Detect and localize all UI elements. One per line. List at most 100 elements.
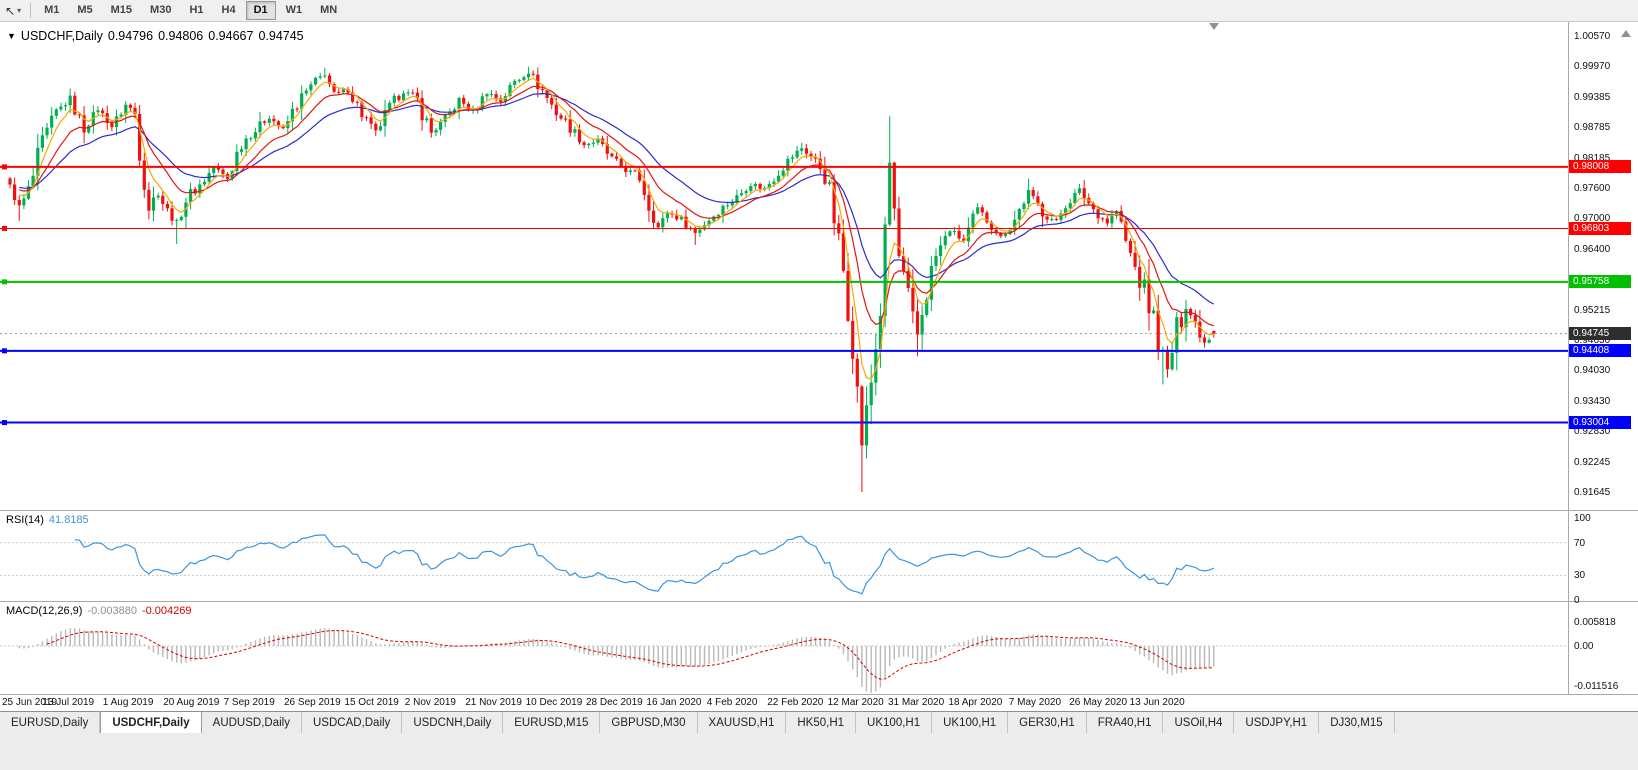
- chart-tab-usdcnh-daily[interactable]: USDCNH,Daily: [402, 712, 504, 733]
- rsi-indicator-label: RSI(14) 41.8185: [6, 514, 94, 526]
- toolbar-separator: [30, 3, 32, 18]
- date-axis-label: 31 Mar 2020: [888, 697, 945, 708]
- price-axis-value: 0.94630: [1574, 335, 1611, 346]
- rsi-axis-value: 0: [1574, 595, 1580, 606]
- rsi-panel-separator[interactable]: [0, 510, 1638, 511]
- date-axis-label: 20 Aug 2019: [163, 697, 220, 708]
- chart-tab-ger30-h1[interactable]: GER30,H1: [1008, 712, 1087, 733]
- price-axis-value: 0.94030: [1574, 365, 1611, 377]
- date-axis-label: 4 Feb 2020: [706, 697, 758, 708]
- price-axis-value: 0.98785: [1574, 122, 1611, 134]
- date-axis-label: 2 Nov 2019: [404, 697, 456, 708]
- macd-axis-value: 0.00: [1574, 641, 1594, 652]
- chart-shift-marker-icon[interactable]: [1209, 23, 1219, 30]
- price-axis-value: 0.92830: [1574, 426, 1611, 438]
- rsi-value: 41.8185: [48, 514, 89, 526]
- timeframe-button-h4[interactable]: H4: [214, 1, 244, 19]
- chart-tab-usdjpy-h1[interactable]: USDJPY,H1: [1234, 712, 1320, 733]
- price-axis-value: 0.97600: [1574, 183, 1611, 194]
- macd-axis-value: -0.011516: [1574, 681, 1619, 692]
- timeframe-buttons-group: M1 M5 M15 M30 H1 H4 D1 W1 MN: [35, 0, 346, 21]
- chart-tab-bar: EURUSD,Daily USDCHF,Daily AUDUSD,Daily USDC…: [0, 711, 1638, 733]
- price-axis-value: 0.91645: [1574, 487, 1611, 498]
- date-axis-separator: [0, 694, 1638, 695]
- status-bar: [0, 733, 1638, 770]
- chart-tab-xauusd-h1[interactable]: XAUUSD,H1: [697, 712, 787, 733]
- price-axis-value: 1.00570: [1574, 31, 1611, 42]
- chart-tab-usdchf-daily[interactable]: USDCHF,Daily: [100, 712, 202, 733]
- chart-tab-eurusd-m15[interactable]: EURUSD,M15: [503, 712, 601, 733]
- ohlc-close: 0.94745: [258, 29, 304, 43]
- price-axis-value: 0.95215: [1574, 304, 1611, 316]
- chart-symbol-ohlc-label: ▼ USDCHF,Daily 0.94796 0.94806 0.94667 0.9474…: [7, 29, 309, 43]
- chart-tab-dj30-m15[interactable]: DJ30,M15: [1319, 712, 1395, 733]
- date-axis-label: 28 Dec 2019: [586, 697, 643, 708]
- ohlc-high: 0.94806: [158, 29, 204, 43]
- date-axis-label: 21 Nov 2019: [465, 697, 522, 708]
- timeframe-button-m5[interactable]: M5: [69, 1, 100, 19]
- rsi-axis-value: 100: [1574, 513, 1591, 524]
- macd-axis-value: 0.005818: [1574, 616, 1616, 628]
- price-axis-value: 0.96400: [1574, 243, 1611, 255]
- date-axis-label: 22 Feb 2020: [767, 697, 824, 708]
- price-level-tag: 0.94408: [1569, 344, 1631, 358]
- timeframe-button-m15[interactable]: M15: [103, 1, 140, 19]
- date-axis-label: 18 Apr 2020: [948, 697, 1003, 708]
- date-axis-label: 26 May 2020: [1069, 697, 1128, 708]
- date-axis-label: 13 Jul 2019: [42, 697, 95, 708]
- price-level-tag: 0.96803: [1569, 221, 1631, 235]
- macd-panel-separator[interactable]: [0, 601, 1638, 602]
- price-axis-divider: [1568, 22, 1569, 694]
- macd-indicator-canvas[interactable]: [0, 601, 1568, 694]
- axis-marker-icon: [1621, 30, 1631, 37]
- cursor-tool-button[interactable]: ↖ ▾: [0, 0, 26, 21]
- chart-tab-uk100-h1[interactable]: UK100,H1: [856, 712, 933, 733]
- chart-window[interactable]: ▼ USDCHF,Daily 0.94796 0.94806 0.94667 0.9474…: [0, 22, 1638, 711]
- ohlc-low: 0.94667: [208, 29, 254, 43]
- timeframe-button-m30[interactable]: M30: [142, 1, 179, 19]
- date-axis-label: 12 Mar 2020: [827, 697, 884, 708]
- ohlc-open: 0.94796: [107, 29, 154, 43]
- macd-main-value: -0.003880: [87, 605, 137, 617]
- chart-tab-uk100-h1[interactable]: UK100,H1: [932, 712, 1009, 733]
- chart-tab-usdcad-daily[interactable]: USDCAD,Daily: [301, 712, 403, 733]
- price-chart-canvas[interactable]: [0, 22, 1568, 510]
- symbol-caret-icon: ▼: [7, 31, 16, 41]
- date-axis-label: 7 May 2020: [1008, 697, 1062, 708]
- chart-tab-audusd-daily[interactable]: AUDUSD,Daily: [201, 712, 302, 733]
- rsi-name: RSI(14): [6, 514, 44, 526]
- timeframe-toolbar: ↖ ▾ M1 M5 M15 M30 H1 H4 D1 W1 MN: [0, 0, 1638, 22]
- chart-tab-eurusd-daily[interactable]: EURUSD,Daily: [0, 712, 101, 733]
- price-level-tag: 0.98008: [1569, 160, 1631, 174]
- chart-tab-hk50-h1[interactable]: HK50,H1: [786, 712, 857, 733]
- date-axis-label: 25 Jun 2019: [2, 697, 58, 708]
- chart-tab-gbpusd-m30[interactable]: GBPUSD,M30: [600, 712, 698, 733]
- price-level-tag: 0.93004: [1569, 416, 1631, 430]
- timeframe-button-d1[interactable]: D1: [245, 1, 276, 20]
- date-axis-label: 7 Sep 2019: [223, 697, 275, 708]
- price-level-tag: 0.95758: [1569, 275, 1631, 289]
- date-axis-label: 15 Oct 2019: [344, 697, 399, 708]
- timeframe-button-w1[interactable]: W1: [278, 1, 311, 19]
- rsi-axis-value: 30: [1574, 570, 1586, 582]
- chart-tab-fra40-h1[interactable]: FRA40,H1: [1086, 712, 1164, 733]
- rsi-axis-value: 70: [1574, 537, 1586, 549]
- price-axis-value: 0.97000: [1574, 213, 1611, 225]
- timeframe-button-m1[interactable]: M1: [36, 1, 67, 19]
- timeframe-button-mn[interactable]: MN: [312, 1, 345, 19]
- price-axis-value: 0.98185: [1574, 152, 1611, 164]
- price-axis-value: 0.99970: [1574, 61, 1611, 73]
- chart-tab-usoil-h4[interactable]: USOil,H4: [1163, 712, 1235, 733]
- price-axis-value: 0.99385: [1574, 91, 1611, 103]
- date-axis-label: 10 Dec 2019: [525, 697, 583, 708]
- macd-name: MACD(12,26,9): [6, 605, 83, 617]
- macd-signal-value: -0.004269: [141, 605, 192, 617]
- current-price-tag: 0.94745: [1569, 327, 1631, 341]
- dropdown-caret-icon: ▾: [17, 6, 22, 15]
- date-axis-label: 1 Aug 2019: [102, 697, 154, 708]
- rsi-indicator-canvas[interactable]: [0, 510, 1568, 601]
- date-axis-label: 13 Jun 2020: [1129, 697, 1185, 708]
- timeframe-button-h1[interactable]: H1: [181, 1, 211, 19]
- symbol-name: USDCHF,Daily: [20, 29, 103, 43]
